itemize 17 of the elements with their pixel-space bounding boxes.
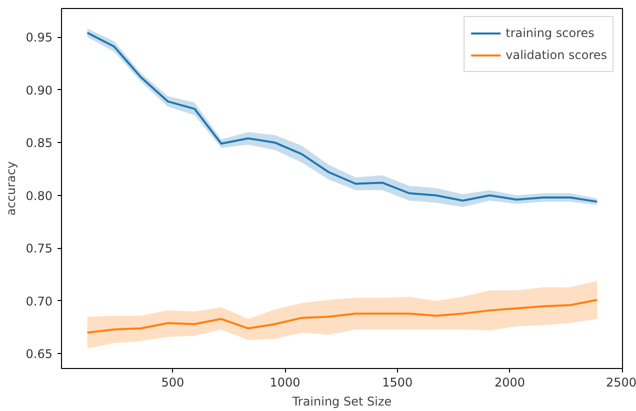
legend-label: training scores [506,26,594,40]
y-axis-title: accuracy [4,161,18,216]
y-tick-label: 0.75 [26,242,52,256]
y-tick-label: 0.80 [26,188,52,203]
y-tick-label: 0.85 [26,136,52,150]
line-series [86,298,598,334]
x-axis-title: Training Set Size [291,394,392,408]
y-tick-label: 0.95 [26,30,52,45]
x-tick-label: 1000 [270,376,300,390]
legend-label: validation scores [506,48,607,62]
y-tick-label: 0.90 [26,83,52,98]
x-tick-label: 1500 [382,376,413,390]
y-tick-label: 0.70 [26,294,52,308]
x-tick-label: 2000 [494,376,525,390]
x-tick-label: 500 [161,376,184,390]
y-tick-label: 0.65 [26,347,52,362]
x-tick-label: 2500 [606,376,636,390]
